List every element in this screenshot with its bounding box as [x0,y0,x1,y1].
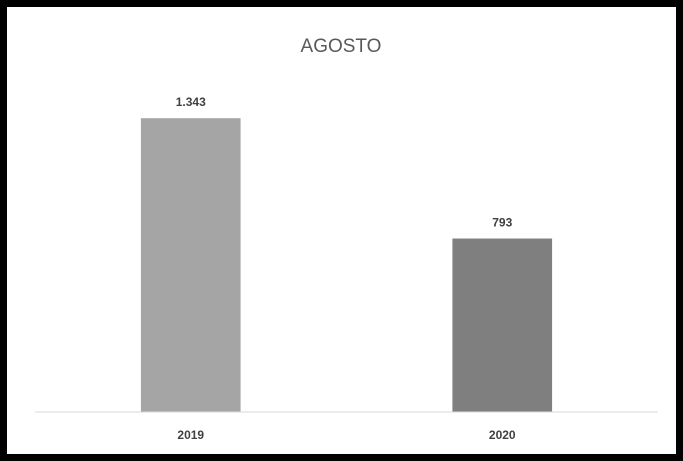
bars-layer [140,118,553,412]
chart-title: AGOSTO [301,36,382,57]
bar-2019 [140,118,241,412]
data-label-2019: 1.343 [176,95,206,109]
bar-2020 [452,238,553,412]
labels-layer: 1.343 2019 793 2020 [176,95,516,442]
x-tick-label-2019: 2019 [177,428,204,442]
x-tick-label-2020: 2020 [489,428,516,442]
data-label-2020: 793 [492,216,512,230]
